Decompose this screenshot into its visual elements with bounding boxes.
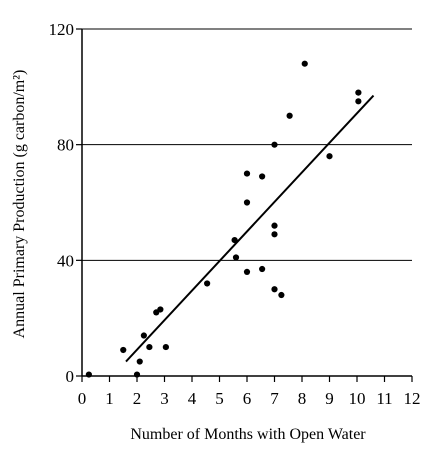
data-point (271, 286, 278, 293)
data-point (326, 153, 333, 160)
trendline (125, 94, 375, 363)
data-point (355, 89, 362, 96)
data-point (301, 60, 308, 67)
data-point (146, 343, 153, 351)
data-point (271, 141, 278, 148)
x-tick-label: 10 (349, 389, 366, 408)
x-tick-label: 5 (215, 389, 224, 408)
y-tick-label: 0 (66, 367, 75, 386)
x-tick-label: 4 (188, 389, 197, 408)
x-tick-label: 2 (133, 389, 142, 408)
x-tick-label: 12 (404, 389, 421, 408)
data-point (259, 173, 266, 180)
x-axis-label: Number of Months with Open Water (130, 426, 366, 443)
tick-marks (76, 28, 413, 382)
data-point (133, 371, 141, 378)
x-tick-label: 11 (376, 389, 392, 408)
data-point (120, 346, 127, 354)
y-tick-label: 40 (57, 251, 74, 270)
data-point (271, 222, 278, 229)
data-point (355, 98, 362, 105)
y-tick-label: 80 (57, 136, 74, 155)
grid-lines (82, 28, 412, 261)
x-tick-label: 6 (243, 389, 252, 408)
data-point (243, 268, 251, 275)
data-point (157, 306, 164, 313)
x-tick-label: 1 (105, 389, 114, 408)
x-tick-label: 7 (270, 389, 279, 408)
data-point (259, 265, 266, 273)
data-point (140, 332, 147, 339)
data-point (231, 236, 238, 244)
data-point (243, 170, 251, 177)
data-point (286, 112, 293, 119)
data-point (162, 343, 169, 351)
y-tick-label: 120 (49, 20, 75, 39)
data-point (243, 199, 251, 206)
data-point (136, 358, 143, 365)
x-tick-label: 9 (325, 389, 334, 408)
data-point (278, 291, 285, 299)
x-tick-label: 3 (160, 389, 169, 408)
data-point (204, 280, 211, 287)
data-point (271, 231, 278, 238)
y-axis-label: Annual Primary Production (g carbon/m²) (11, 70, 28, 339)
trendline-group (125, 94, 375, 363)
data-point (232, 254, 240, 261)
data-points (85, 60, 362, 378)
data-point (85, 371, 92, 378)
x-tick-label: 0 (78, 389, 87, 408)
x-tick-label: 8 (298, 389, 307, 408)
